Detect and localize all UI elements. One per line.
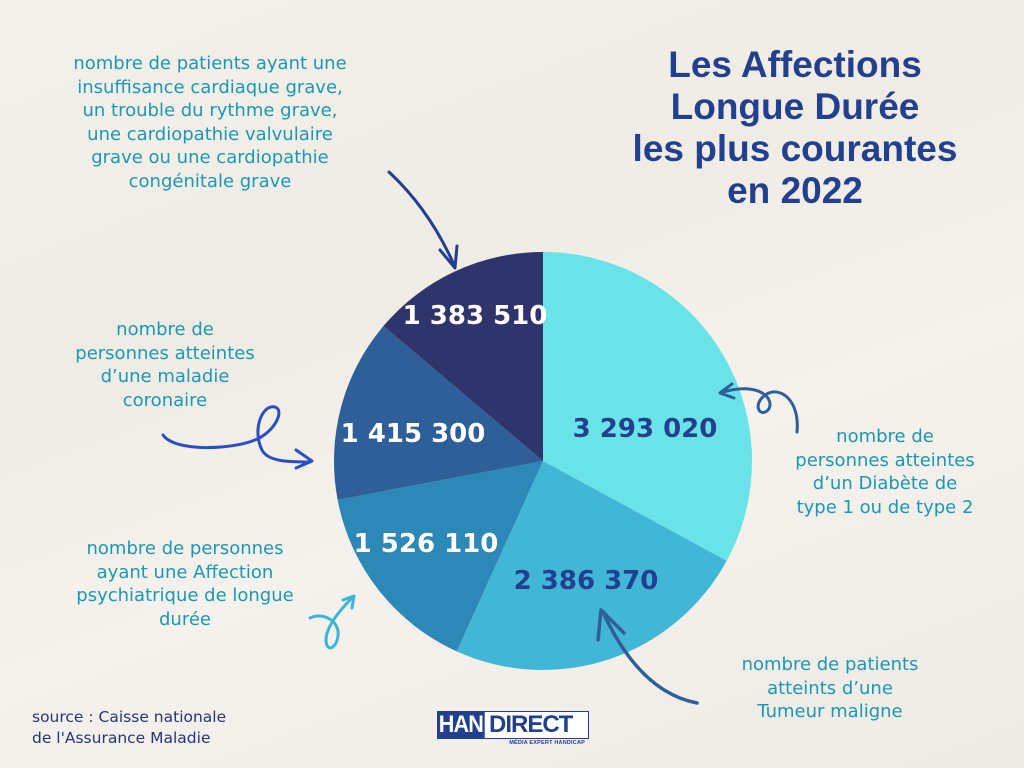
pie-value-labels: 3 293 020 2 386 370 1 526 110 1 415 300 …: [341, 301, 718, 596]
slice-tumor: [456, 461, 727, 671]
source-line: de l'Assurance Maladie: [32, 729, 211, 747]
label-line: durée: [159, 608, 211, 630]
logo-part-han: HAN: [437, 711, 485, 739]
value-tumor: 2 386 370: [514, 566, 659, 596]
label-line: un trouble du rythme grave,: [82, 100, 338, 121]
label-line: atteints d’une: [767, 677, 893, 699]
label-line: nombre de: [836, 426, 934, 447]
value-psychiatric: 1 526 110: [354, 529, 499, 559]
pie-slices: [333, 251, 753, 671]
label-line: personnes atteintes: [75, 342, 255, 364]
label-line: d’un Diabète de: [812, 473, 958, 494]
label-line: insuffisance cardiaque grave,: [77, 76, 343, 98]
chart-title: Les Affections Longue Durée les plus cou…: [590, 44, 1000, 212]
slice-cardiac: [383, 251, 543, 461]
label-tumor: nombre de patients atteints d’une Tumeur…: [690, 653, 970, 724]
label-line: nombre de: [116, 319, 214, 340]
label-line: psychiatrique de longue: [76, 585, 294, 606]
label-line: d’une maladie: [100, 366, 230, 387]
label-psychiatric: nombre de personnes ayant une Affection …: [20, 537, 350, 631]
label-line: type 1 ou de type 2: [796, 496, 974, 518]
label-line: personnes atteintes: [795, 449, 975, 471]
label-line: nombre de patients: [741, 654, 919, 675]
label-coronary: nombre de personnes atteintes d’une mala…: [40, 318, 290, 412]
title-line-1: Les Affections: [668, 44, 922, 85]
arrow-coronary-icon: [161, 405, 314, 470]
arrow-tumor-icon: [596, 608, 699, 705]
logo-part-direct: DIRECT: [489, 711, 573, 738]
value-coronary: 1 415 300: [341, 419, 486, 449]
label-line: nombre de personnes: [86, 538, 284, 559]
arrow-cardiac-icon: [387, 170, 459, 270]
value-cardiac: 1 383 510: [403, 301, 548, 331]
slice-diabetes: [543, 252, 753, 561]
source-note: source : Caisse nationale de l'Assurance…: [32, 707, 226, 749]
title-line-2: Longue Durée: [670, 86, 920, 127]
label-line: congénitale grave: [128, 170, 292, 192]
label-line: grave ou une cardiopathie: [91, 147, 329, 168]
label-line: ayant une Affection: [96, 561, 274, 583]
label-line: coronaire: [122, 389, 208, 411]
value-diabetes: 3 293 020: [573, 414, 718, 444]
slice-coronary: [333, 326, 543, 500]
slice-psychiatric: [337, 461, 543, 652]
arrow-psychiatric-icon: [308, 594, 356, 650]
logo-tagline: MÉDIA EXPERT HANDICAP: [509, 740, 585, 746]
label-line: une cardiopathie valvulaire: [87, 123, 333, 145]
title-line-4: en 2022: [727, 170, 863, 211]
source-line: source : Caisse nationale: [32, 708, 227, 726]
label-cardiac: nombre de patients ayant une insuffisanc…: [20, 52, 400, 193]
handirect-logo: HAN DIRECT MÉDIA EXPERT HANDICAP: [437, 711, 589, 749]
label-diabetes: nombre de personnes atteintes d’un Diabè…: [755, 425, 1015, 519]
arrow-diabetes-icon: [718, 382, 799, 434]
label-line: Tumeur maligne: [757, 701, 903, 722]
title-line-3: les plus courantes: [632, 128, 958, 169]
label-line: nombre de patients ayant une: [73, 53, 347, 74]
